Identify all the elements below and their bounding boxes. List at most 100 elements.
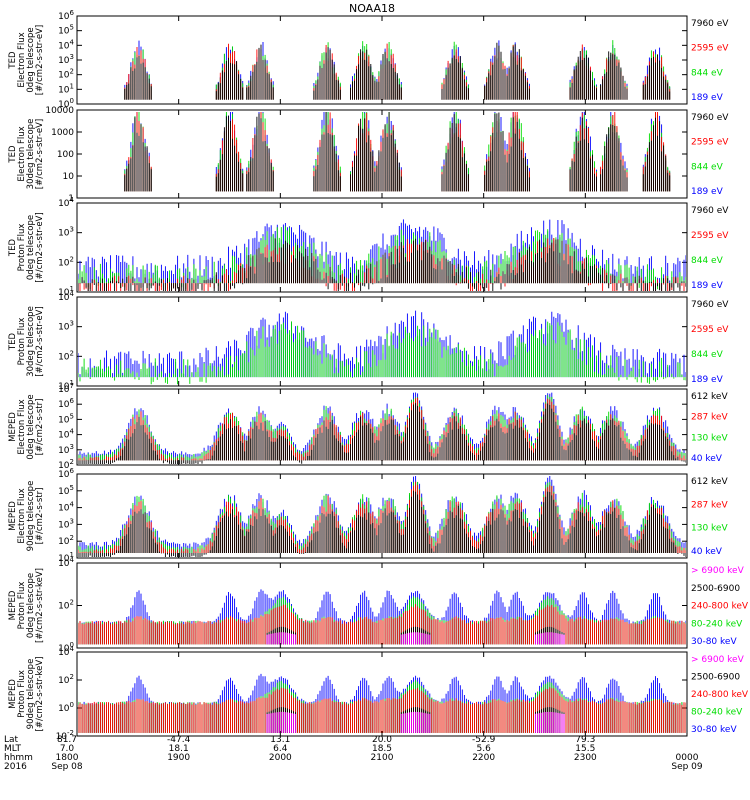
footer-value: 5.6 bbox=[477, 744, 492, 754]
series-trace bbox=[78, 403, 686, 464]
y-axis-label: MEPED bbox=[8, 679, 18, 709]
legend-entry: 40 keV bbox=[691, 547, 723, 557]
y-tick-label: 103 bbox=[58, 320, 74, 333]
y-axis-label: [#/cm2-s-str-keV] bbox=[35, 657, 45, 732]
footer-value: 0000 bbox=[676, 753, 699, 763]
y-tick-label: 102 bbox=[58, 255, 74, 268]
y-tick-label: 106 bbox=[58, 397, 74, 410]
legend-entry: 612 keV bbox=[691, 392, 728, 402]
series-group bbox=[78, 589, 686, 645]
y-tick-label: 104 bbox=[58, 38, 74, 51]
legend-entry: 844 eV bbox=[691, 350, 724, 360]
y-axis-label: [#/cm2-s-str-eV] bbox=[35, 306, 45, 376]
y-tick-label: 10 bbox=[63, 172, 75, 182]
y-axis-label: Proton Flux bbox=[17, 670, 27, 718]
y-tick-label: 100 bbox=[58, 641, 74, 654]
y-tick-label: 107 bbox=[58, 382, 74, 395]
y-tick-label: 1000 bbox=[51, 128, 74, 138]
footer-value: 20.0 bbox=[372, 735, 392, 745]
footer-value: 2100 bbox=[371, 753, 394, 763]
y-axis-label: Electron Flux bbox=[17, 32, 27, 87]
legend-entry: 80-240 keV bbox=[691, 619, 743, 629]
series-group bbox=[78, 310, 686, 385]
y-tick-label: 104 bbox=[58, 556, 74, 569]
footer-value: 1900 bbox=[167, 753, 190, 763]
y-axis-label: TED bbox=[8, 145, 18, 164]
series-group bbox=[78, 219, 686, 291]
series-trace bbox=[266, 632, 565, 645]
legend-entry: 287 keV bbox=[691, 500, 728, 510]
series-group bbox=[124, 40, 671, 100]
panel-frame bbox=[76, 15, 688, 105]
footer-value: Sep 08 bbox=[51, 762, 83, 772]
legend-entry: 189 eV bbox=[691, 187, 724, 197]
y-axis-label: TED bbox=[8, 51, 18, 70]
panel-frame bbox=[76, 473, 688, 559]
y-axis-label: MEPED bbox=[8, 590, 18, 620]
y-tick-label: 104 bbox=[58, 196, 74, 209]
y-axis-label: 0deg telescope bbox=[26, 394, 36, 459]
y-tick-label: 104 bbox=[58, 645, 74, 658]
footer-value: -52.9 bbox=[472, 735, 496, 745]
y-tick-label: 102 bbox=[58, 673, 74, 686]
series-trace bbox=[124, 112, 671, 192]
chart-title: NOAA18 bbox=[349, 2, 395, 15]
y-tick-label: 101 bbox=[58, 379, 74, 392]
y-tick-label: 10-2 bbox=[56, 729, 74, 742]
footer-row-label: Lat bbox=[4, 735, 19, 745]
legend-entry: 2595 eV bbox=[691, 231, 729, 241]
panel-3: 101 102 103 104 TED Proton Flux 0deg telescope… bbox=[8, 196, 729, 298]
y-axis-label: MEPED bbox=[8, 412, 18, 442]
y-tick-label: 105 bbox=[58, 24, 74, 37]
footer-value: 79.3 bbox=[575, 735, 595, 745]
panel-2: 1 10 100 1000 10000 TED Electron Flux 30deg tel… bbox=[8, 106, 729, 204]
footer-value: 13.1 bbox=[270, 735, 290, 745]
panel-frame bbox=[76, 562, 688, 649]
series-group bbox=[78, 476, 686, 557]
y-tick-label: 101 bbox=[58, 82, 74, 95]
y-tick-label: 102 bbox=[58, 68, 74, 81]
legend-entry: 189 eV bbox=[691, 93, 724, 103]
legend-entry: 7960 eV bbox=[691, 300, 729, 310]
series-trace bbox=[124, 42, 671, 100]
legend-entry: 612 keV bbox=[691, 477, 728, 487]
y-tick-label: 100 bbox=[58, 97, 74, 110]
y-tick-label: 100 bbox=[57, 150, 74, 160]
series-trace bbox=[78, 321, 686, 385]
y-axis-label: [#/cm2-s-str-eV] bbox=[35, 212, 45, 282]
y-axis-label: 30deg telescope bbox=[26, 119, 36, 190]
footer-row-label: hhmm bbox=[4, 753, 33, 763]
panel-frame bbox=[76, 651, 688, 737]
y-axis-label: Proton Flux bbox=[17, 582, 27, 630]
legend-entry: 287 keV bbox=[691, 413, 728, 423]
panel-frame bbox=[76, 109, 688, 199]
panel-8: 10-2 100 102 104 MEPED Proton Flux 90deg teles… bbox=[8, 645, 749, 742]
legend-entry: 2500-6900 bbox=[691, 584, 740, 594]
panel-frame bbox=[76, 202, 688, 293]
y-tick-label: 100 bbox=[58, 701, 74, 714]
y-axis-label: [#/cm2-s-str-eV] bbox=[35, 25, 45, 95]
legend-entry: 130 keV bbox=[691, 433, 728, 443]
panel-frame bbox=[76, 296, 688, 387]
series-group bbox=[78, 673, 686, 733]
y-axis-label: [#/cm2-s-str-keV] bbox=[35, 568, 45, 643]
y-tick-label: 10000 bbox=[45, 106, 74, 116]
series-trace bbox=[78, 687, 686, 733]
legend-entry: 30-80 keV bbox=[691, 725, 737, 735]
legend-entry: 240-800 keV bbox=[691, 602, 749, 612]
panel-4: 101 102 103 104 TED Proton Flux 30deg telescop… bbox=[8, 290, 729, 392]
y-axis-label: 30deg telescope bbox=[26, 306, 36, 377]
panel-6: 101 102 103 104 105 106 MEPED Electron Flux 90de… bbox=[8, 467, 728, 564]
y-axis-label: Electron Flux bbox=[17, 126, 27, 181]
y-tick-label: 103 bbox=[58, 517, 74, 530]
footer-value: 1800 bbox=[56, 753, 79, 763]
y-axis-label: TED bbox=[8, 332, 18, 351]
footer-row-label: MLT bbox=[4, 744, 22, 754]
legend-entry: 7960 eV bbox=[691, 206, 729, 216]
y-axis-label: TED bbox=[8, 238, 18, 257]
legend-entry: 130 keV bbox=[691, 524, 728, 534]
y-tick-label: 103 bbox=[58, 443, 74, 456]
series-trace bbox=[78, 604, 686, 645]
